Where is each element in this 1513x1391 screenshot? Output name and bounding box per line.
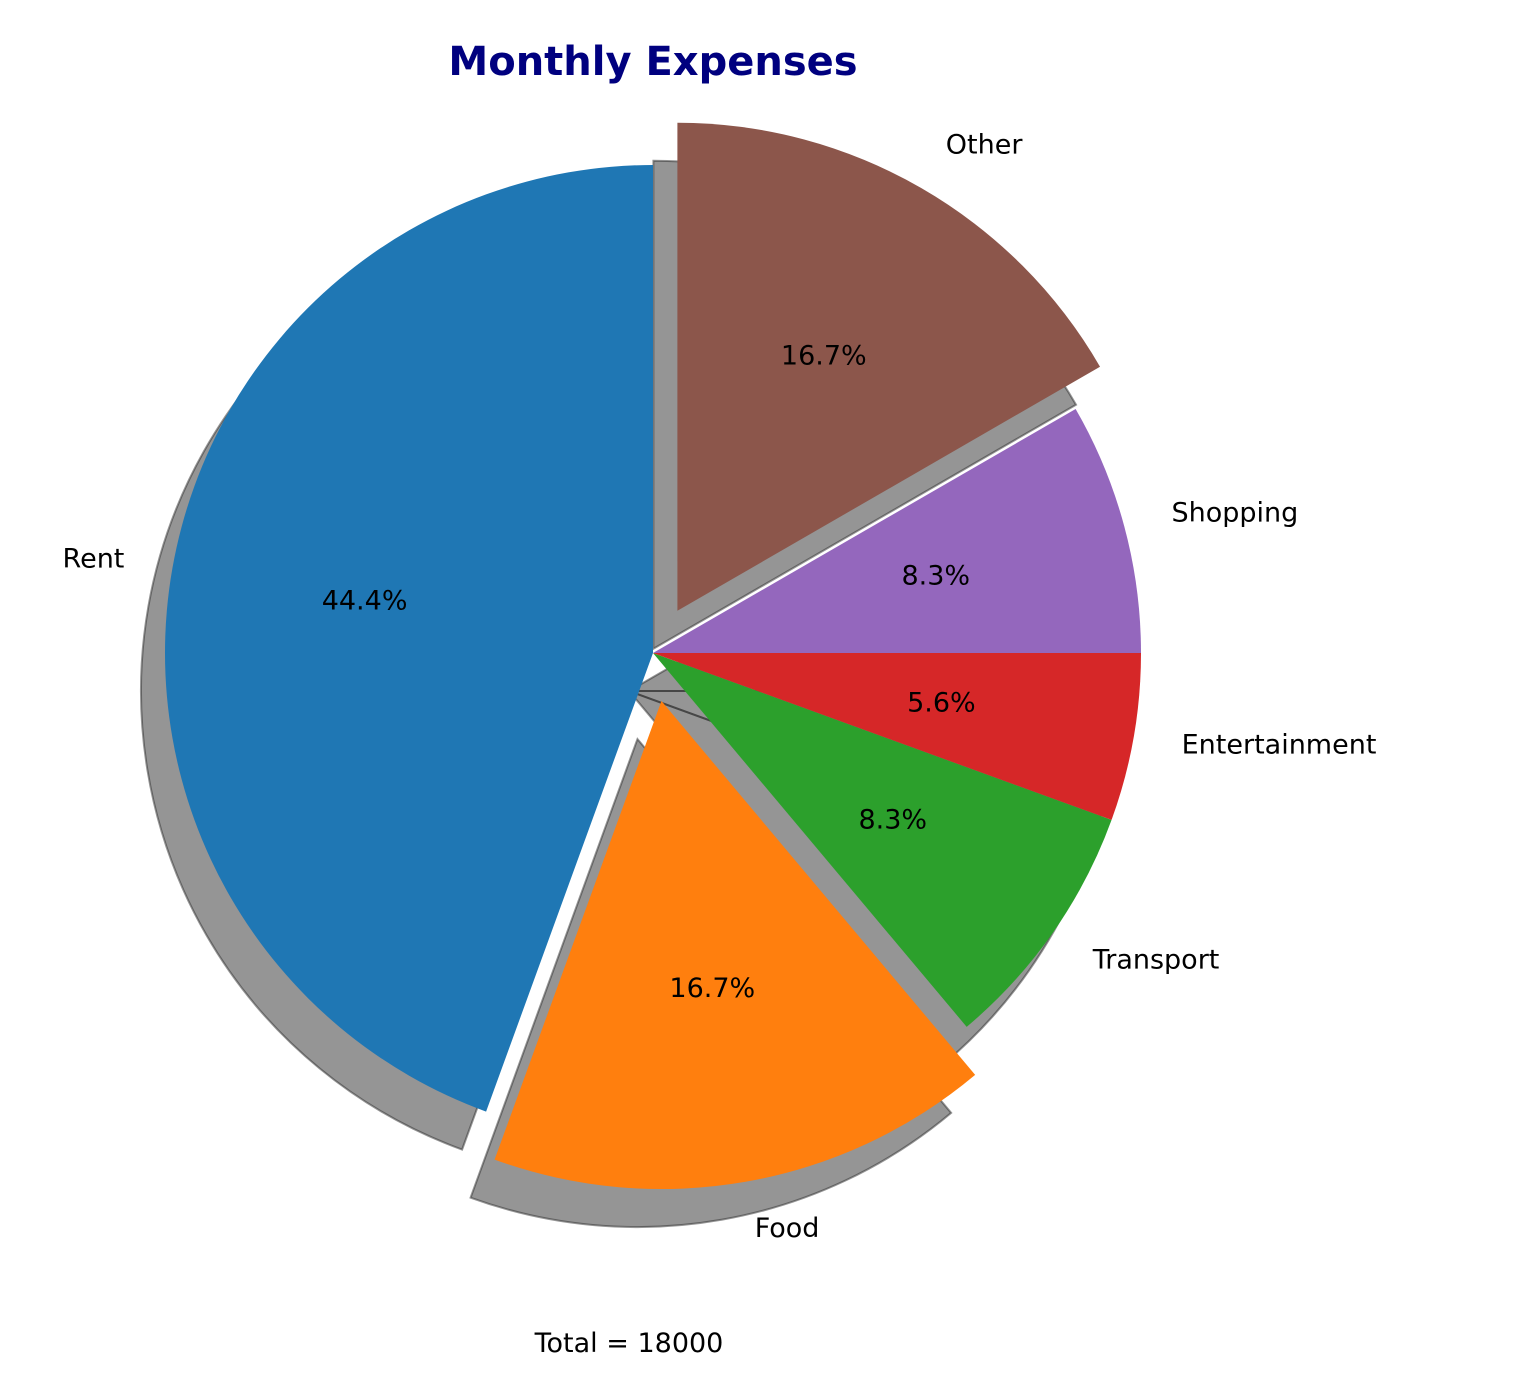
slice-other [677, 122, 1101, 611]
slice-label-food: Food [755, 1213, 820, 1244]
slice-transport [653, 653, 1112, 1027]
slice-percent-rent: 44.4% [322, 586, 408, 617]
slice-percent-shopping: 8.3% [901, 561, 970, 592]
slice-shopping [653, 409, 1141, 653]
slice-label-other: Other [946, 129, 1024, 160]
slice-percent-transport: 8.3% [858, 804, 927, 835]
slice-label-shopping: Shopping [1172, 498, 1299, 529]
slice-label-entertainment: Entertainment [1182, 730, 1377, 761]
slice-label-rent: Rent [63, 543, 125, 574]
slice-rent [164, 165, 653, 1112]
slice-percent-entertainment: 5.6% [907, 687, 976, 718]
slice-percent-other: 16.7% [781, 341, 867, 372]
slice-label-transport: Transport [1092, 944, 1220, 975]
slice-entertainment [653, 653, 1141, 820]
slice-percent-food: 16.7% [669, 973, 755, 1004]
chart-title: Monthly Expenses [448, 39, 857, 85]
slice-labels: Rent 44.4% Food 16.7% Transport 8.3% Entertain… [63, 129, 1377, 1244]
slice-food [494, 701, 976, 1190]
pie-slices [164, 122, 1141, 1190]
total-footer: Total = 18000 [534, 1328, 724, 1359]
